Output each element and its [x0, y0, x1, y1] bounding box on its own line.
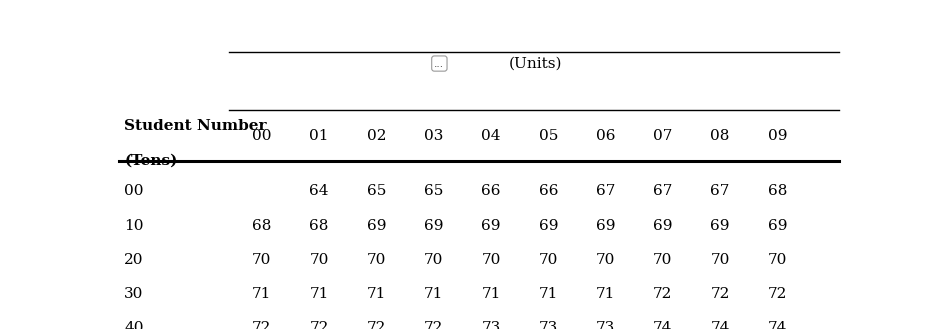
Text: 71: 71	[309, 287, 329, 301]
Text: 71: 71	[367, 287, 386, 301]
Text: 64: 64	[309, 185, 329, 198]
Text: 69: 69	[538, 219, 558, 233]
Text: 00: 00	[124, 185, 144, 198]
Text: 73: 73	[596, 321, 615, 329]
Text: 72: 72	[424, 321, 444, 329]
Text: 09: 09	[768, 129, 787, 143]
Text: 06: 06	[596, 129, 615, 143]
Text: 70: 70	[481, 253, 501, 267]
Text: 10: 10	[124, 219, 144, 233]
Text: 70: 70	[596, 253, 615, 267]
Text: 72: 72	[710, 287, 730, 301]
Text: 70: 70	[768, 253, 787, 267]
Text: 71: 71	[424, 287, 444, 301]
Text: 70: 70	[367, 253, 386, 267]
Text: 00: 00	[252, 129, 271, 143]
Text: (Tens): (Tens)	[124, 154, 178, 168]
Text: 71: 71	[538, 287, 558, 301]
Text: 67: 67	[596, 185, 615, 198]
Text: 71: 71	[252, 287, 271, 301]
Text: 69: 69	[481, 219, 501, 233]
Text: 65: 65	[424, 185, 444, 198]
Text: 20: 20	[124, 253, 144, 267]
Text: 70: 70	[653, 253, 673, 267]
Text: 70: 70	[538, 253, 558, 267]
Text: 04: 04	[481, 129, 501, 143]
Text: 68: 68	[252, 219, 271, 233]
Text: 03: 03	[424, 129, 444, 143]
Text: 07: 07	[653, 129, 673, 143]
Text: 69: 69	[596, 219, 615, 233]
Text: 73: 73	[538, 321, 558, 329]
Text: 71: 71	[481, 287, 501, 301]
Text: 67: 67	[710, 185, 730, 198]
Text: 68: 68	[768, 185, 787, 198]
Text: (Units): (Units)	[508, 57, 562, 70]
Text: 74: 74	[653, 321, 673, 329]
Text: 70: 70	[424, 253, 444, 267]
Text: 69: 69	[710, 219, 730, 233]
Text: 74: 74	[768, 321, 787, 329]
Text: 70: 70	[309, 253, 329, 267]
Text: Student Number: Student Number	[124, 119, 267, 133]
Text: 08: 08	[710, 129, 730, 143]
Text: 70: 70	[252, 253, 271, 267]
Text: 72: 72	[309, 321, 329, 329]
Text: 65: 65	[367, 185, 386, 198]
Text: 72: 72	[768, 287, 787, 301]
Text: 72: 72	[653, 287, 673, 301]
Text: 71: 71	[596, 287, 615, 301]
Text: 66: 66	[481, 185, 501, 198]
Text: 69: 69	[768, 219, 787, 233]
Text: 69: 69	[653, 219, 673, 233]
Text: 68: 68	[309, 219, 329, 233]
Text: 70: 70	[710, 253, 730, 267]
Text: 69: 69	[424, 219, 444, 233]
Text: 01: 01	[309, 129, 329, 143]
Text: 67: 67	[653, 185, 673, 198]
Text: 40: 40	[124, 321, 144, 329]
Text: 72: 72	[367, 321, 386, 329]
Text: 74: 74	[710, 321, 730, 329]
Text: 72: 72	[252, 321, 271, 329]
Text: 66: 66	[538, 185, 558, 198]
Text: 73: 73	[481, 321, 501, 329]
Text: 05: 05	[538, 129, 558, 143]
Text: 69: 69	[367, 219, 386, 233]
Text: 30: 30	[124, 287, 143, 301]
Text: 02: 02	[367, 129, 386, 143]
Text: ...: ...	[434, 59, 445, 68]
